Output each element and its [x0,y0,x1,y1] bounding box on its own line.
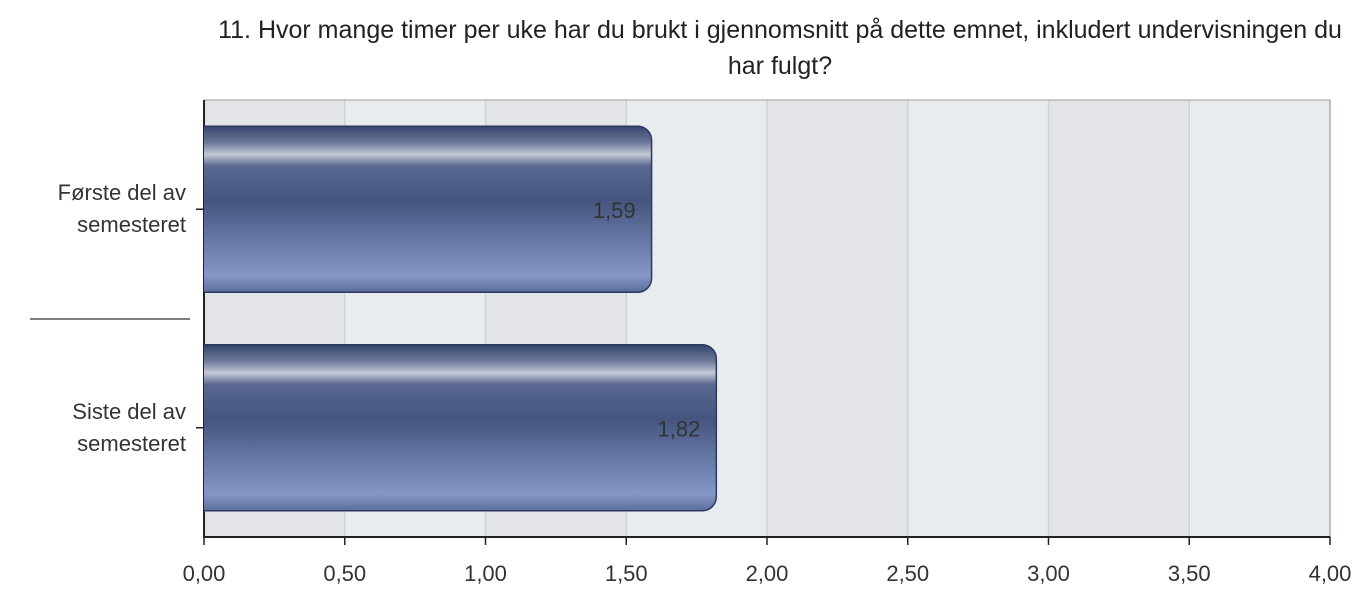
value-label: 1,82 [658,417,701,442]
x-tick-label: 1,50 [605,561,648,586]
x-tick-label: 3,00 [1027,561,1070,586]
plot-stripe [767,100,908,537]
plot-stripe [1048,100,1190,537]
x-tick-label: 0,50 [323,561,366,586]
x-tick-label: 2,50 [886,561,929,586]
bar [204,125,653,294]
bar [204,343,718,512]
plot-stripe [1189,100,1330,537]
x-tick-label: 3,50 [1168,561,1211,586]
value-label: 1,59 [593,198,636,223]
x-tick-label: 4,00 [1309,561,1352,586]
chart-title: 11. Hvor mange timer per uke har du bruk… [218,16,1342,80]
x-tick-label: 1,00 [464,561,507,586]
y-tick-label: Første del av semesteret [57,180,186,238]
x-tick-label: 2,00 [746,561,789,586]
x-tick-label: 0,00 [183,561,226,586]
y-tick-label: Siste del av semesteret [72,398,186,456]
plot-stripe [907,100,1049,537]
